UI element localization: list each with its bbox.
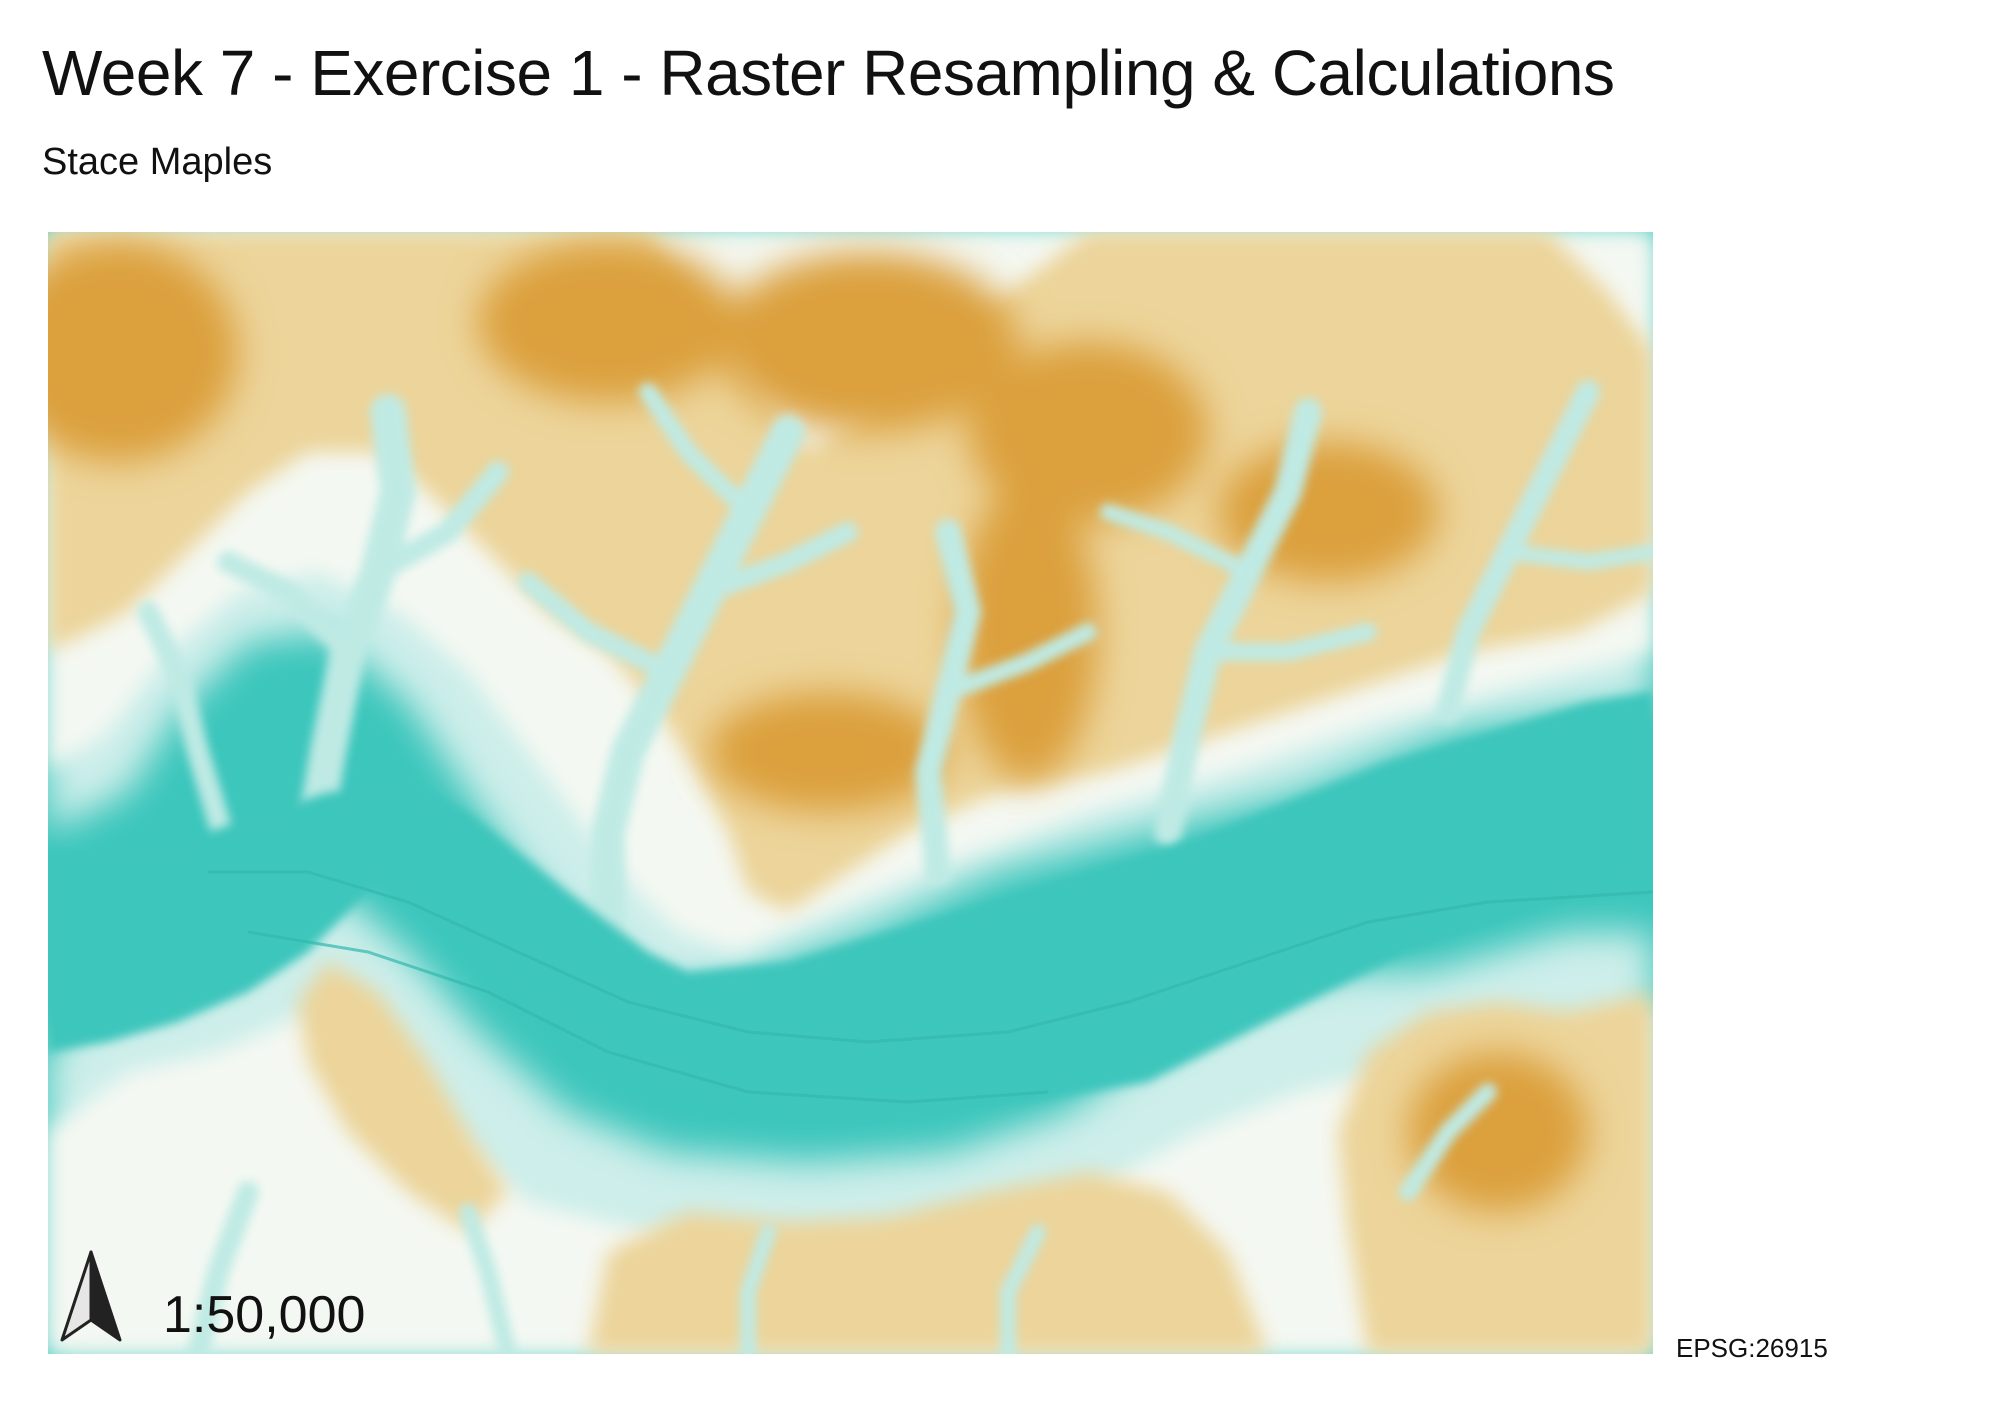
scale-label: 1:50,000: [163, 1285, 366, 1344]
elevation-map: 1:50,000: [48, 232, 1653, 1354]
north-arrow-icon: [60, 1250, 122, 1342]
crs-label: EPSG:26915: [1676, 1333, 1828, 1363]
map-author: Stace Maples: [42, 141, 273, 183]
map-title: Week 7 - Exercise 1 - Raster Resampling …: [42, 37, 1615, 109]
terrain-raster: [48, 232, 1653, 1354]
